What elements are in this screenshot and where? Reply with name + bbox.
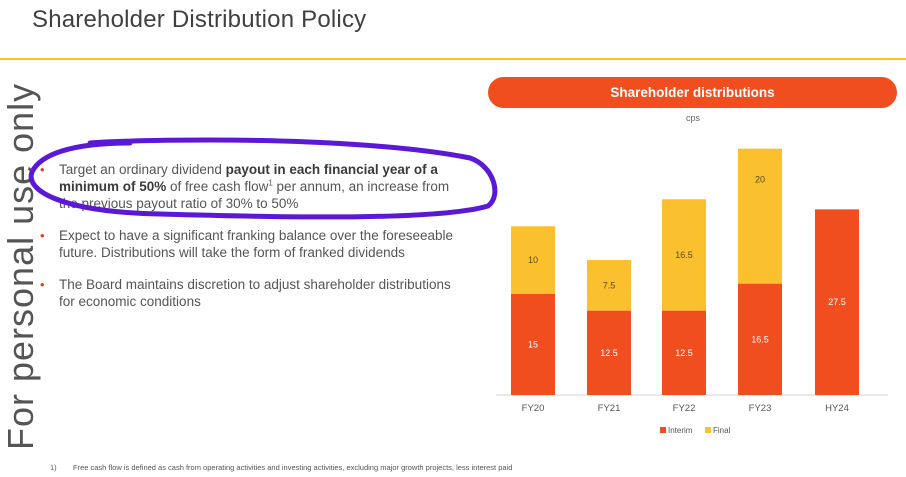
x-tick-fy20: FY20 xyxy=(522,403,545,414)
legend-swatch-interim xyxy=(660,427,666,433)
bar-interim-fy22 xyxy=(662,310,706,395)
data-label-interim-fy22: 12.5 xyxy=(675,348,693,358)
data-label-interim-fy23: 16.5 xyxy=(751,334,769,344)
data-label-interim-fy21: 12.5 xyxy=(600,348,618,358)
bullet-icon: • xyxy=(40,228,45,243)
data-label-interim-fy20: 15 xyxy=(528,339,538,349)
bullet-icon: • xyxy=(40,162,45,177)
legend-swatch-final xyxy=(705,427,711,433)
page-title: Shareholder Distribution Policy xyxy=(32,6,367,33)
footnote-number: 1) xyxy=(50,463,57,472)
data-label-final-fy20: 10 xyxy=(528,255,538,265)
footnote-text: Free cash flow is defined as cash from o… xyxy=(73,463,513,472)
bullet-icon: • xyxy=(40,277,45,292)
data-label-interim-hy24: 27.5 xyxy=(828,297,846,307)
bar-final-fy20 xyxy=(511,226,555,294)
x-tick-fy22: FY22 xyxy=(673,403,696,414)
bullet-item-payout: • Target an ordinary dividend payout in … xyxy=(40,161,470,212)
chart-title: Shareholder distributions xyxy=(488,77,897,108)
legend-label-final: Final xyxy=(713,426,731,435)
y-axis-unit-label: cps xyxy=(686,113,701,123)
bullet-item-franking: • Expect to have a significant franking … xyxy=(40,227,470,261)
x-tick-labels: FY20 FY21 FY22 FY23 HY24 xyxy=(522,403,849,414)
x-tick-fy21: FY21 xyxy=(598,403,621,414)
bar-interim-fy23 xyxy=(738,283,782,395)
x-tick-hy24: HY24 xyxy=(825,403,849,414)
bullet-text-pre: Target an ordinary dividend xyxy=(59,162,226,177)
x-tick-fy23: FY23 xyxy=(749,403,772,414)
bar-final-fy23 xyxy=(738,148,782,284)
bullet-text-mid: of free cash flow xyxy=(166,179,269,194)
data-label-final-fy22: 16.5 xyxy=(675,250,693,260)
bullet-text: The Board maintains discretion to adjust… xyxy=(59,277,451,309)
data-label-final-fy21: 7.5 xyxy=(603,280,616,290)
policy-bullet-list: • Target an ordinary dividend payout in … xyxy=(40,161,470,325)
title-divider xyxy=(0,58,906,60)
legend-label-interim: Interim xyxy=(668,426,693,435)
bar-final-fy21 xyxy=(587,260,631,311)
watermark-text: For personal use only xyxy=(0,82,41,450)
bar-interim-hy24 xyxy=(815,209,859,395)
bullet-item-discretion: • The Board maintains discretion to adju… xyxy=(40,276,470,310)
data-label-final-fy23: 20 xyxy=(755,175,765,185)
bar-interim-fy21 xyxy=(587,310,631,395)
footnote: 1) Free cash flow is defined as cash from… xyxy=(50,463,512,472)
chart-legend: Interim Final xyxy=(660,426,731,435)
bullet-text: Expect to have a significant franking ba… xyxy=(59,228,453,260)
bar-final-fy22 xyxy=(662,199,706,311)
bars-group: 15 10 12.5 7.5 12.5 16.5 16.5 20 27.5 xyxy=(511,148,859,395)
bar-interim-fy20 xyxy=(511,293,555,395)
